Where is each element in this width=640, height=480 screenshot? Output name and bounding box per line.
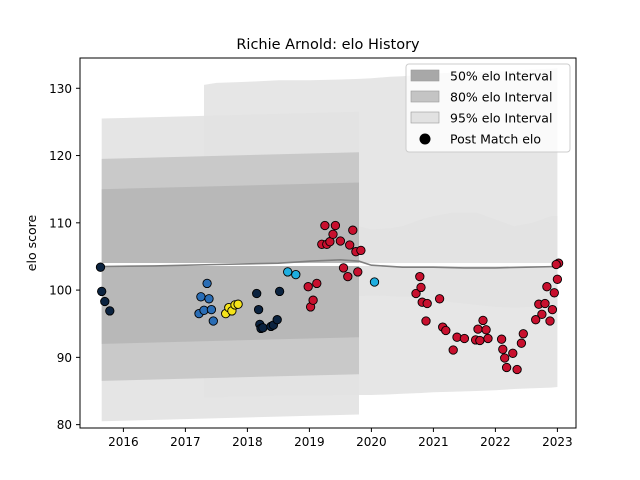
y-tick-label: 100 [49, 284, 72, 298]
y-tick-label: 120 [49, 149, 72, 163]
legend-label: 50% elo Interval [450, 69, 552, 84]
data-point [308, 295, 318, 305]
legend-swatch [410, 90, 440, 103]
data-point [233, 299, 243, 309]
data-point [253, 304, 264, 315]
y-tick-label: 90 [57, 351, 72, 365]
data-point [204, 294, 214, 304]
data-point [348, 225, 358, 235]
data-point [498, 344, 508, 354]
data-point [508, 348, 518, 358]
data-point [312, 278, 322, 289]
legend-box [405, 63, 571, 153]
x-axis: 2016 2017 2018 2019 2020 2021 2022 2023 [108, 428, 573, 449]
x-tick-label: 2023 [542, 435, 573, 449]
y-axis: 80 90 100 110 120 130 [49, 82, 80, 432]
data-point [196, 292, 206, 302]
data-point [551, 259, 561, 270]
data-point [421, 316, 431, 326]
data-point [258, 323, 268, 333]
data-point [512, 364, 522, 375]
data-point [483, 333, 493, 344]
x-tick-label: 2016 [108, 435, 139, 449]
data-point [105, 306, 115, 316]
data-point [202, 278, 212, 289]
data-point [500, 353, 510, 363]
data-point [537, 309, 547, 319]
y-tick-label: 80 [57, 418, 72, 432]
data-point [369, 277, 380, 287]
y-axis-label: elo score [24, 215, 39, 272]
data-point [303, 282, 313, 292]
legend-marker [419, 133, 431, 145]
data-point [252, 288, 262, 299]
legend-label: 95% elo Interval [450, 111, 552, 126]
data-point [542, 282, 552, 292]
data-point [547, 304, 558, 315]
data-point [208, 316, 218, 326]
data-point [478, 315, 488, 326]
data-point [516, 338, 527, 348]
post-match-elo-points [95, 220, 564, 375]
data-point [473, 324, 483, 334]
data-point [434, 294, 445, 304]
data-point [531, 315, 541, 325]
legend-label: 80% elo Interval [450, 90, 552, 105]
data-point [441, 325, 451, 336]
x-tick-label: 2018 [232, 435, 263, 449]
data-point [100, 296, 110, 307]
data-point [475, 335, 485, 346]
data-point [353, 267, 363, 277]
data-point [95, 262, 106, 272]
data-point [328, 229, 338, 239]
data-point [274, 286, 285, 297]
data-point [338, 263, 349, 273]
data-point [283, 267, 293, 277]
elo-mean-lines [101, 258, 558, 269]
data-point [552, 274, 563, 284]
legend-label: Post Match elo [450, 132, 541, 147]
data-point [540, 298, 550, 309]
data-point [501, 362, 512, 373]
data-point [320, 220, 330, 231]
legend-swatch [410, 69, 440, 82]
data-point [411, 288, 421, 299]
data-point [518, 329, 528, 339]
y-tick-label: 110 [49, 216, 72, 230]
plot-frame [79, 57, 577, 429]
chart-title: Richie Arnold: elo History [236, 37, 420, 53]
data-point [415, 271, 425, 282]
data-point [343, 271, 353, 282]
data-point [272, 315, 282, 325]
mean-elo-line [101, 258, 558, 269]
data-point [416, 282, 426, 293]
data-point [97, 286, 107, 297]
data-point [481, 325, 491, 335]
x-tick-label: 2019 [294, 435, 325, 449]
data-point [549, 288, 559, 298]
x-tick-label: 2017 [170, 435, 201, 449]
data-point [459, 333, 470, 344]
legend-swatch [410, 111, 440, 124]
x-tick-label: 2020 [356, 435, 387, 449]
data-point [496, 334, 507, 344]
data-point [206, 304, 217, 315]
chart-legend: 50% elo Interval 80% elo Interval 95% elo … [405, 63, 571, 153]
data-point [356, 245, 366, 256]
x-tick-label: 2021 [418, 435, 449, 449]
data-point [330, 220, 341, 231]
x-tick-label: 2022 [480, 435, 511, 449]
data-point [448, 345, 458, 355]
data-point [291, 269, 301, 280]
data-point [422, 298, 432, 309]
data-point [545, 316, 555, 326]
data-point [335, 236, 346, 246]
data-point [345, 240, 355, 250]
y-tick-label: 130 [49, 82, 72, 96]
